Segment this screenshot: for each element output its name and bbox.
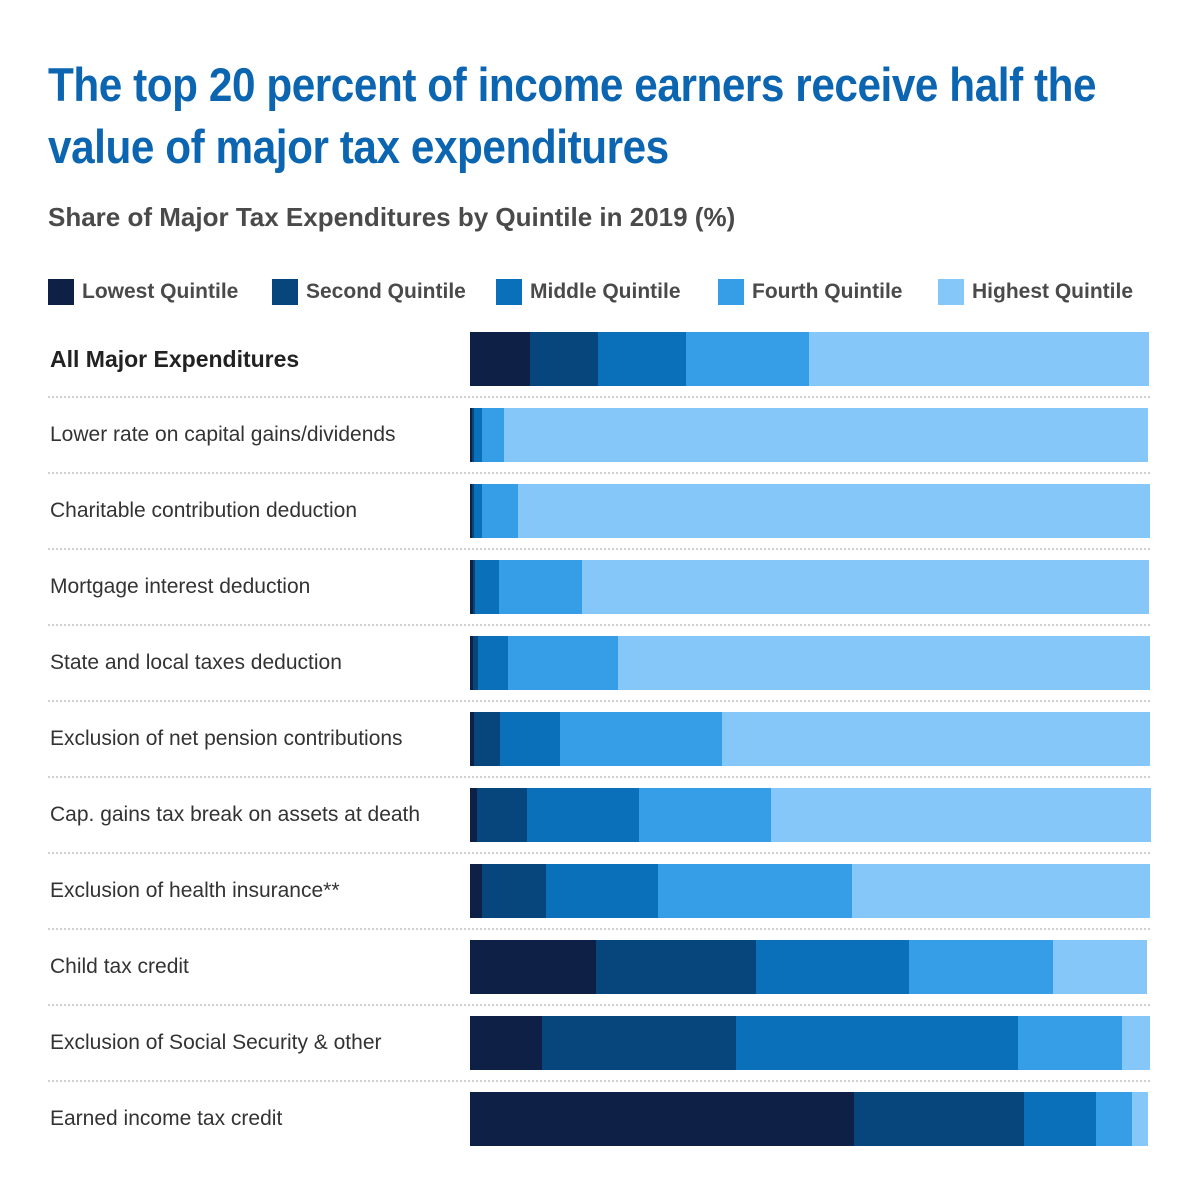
bar-segment — [721, 712, 1150, 766]
bar-segment — [735, 1016, 1019, 1070]
bar-segment — [909, 940, 1054, 994]
bar-segment — [529, 332, 598, 386]
legend-swatch — [272, 279, 298, 305]
bar-segment — [472, 560, 476, 614]
bar-segment — [470, 940, 596, 994]
bar-segment — [1024, 1092, 1097, 1146]
row-divider — [48, 1080, 1150, 1082]
bar-segment — [771, 788, 1152, 842]
bar-segment — [546, 864, 659, 918]
legend-swatch — [496, 279, 522, 305]
legend: Lowest Quintile Second Quintile Middle Qui… — [48, 278, 1158, 306]
bar-segment — [685, 332, 810, 386]
legend-swatch — [938, 279, 964, 305]
row-divider — [48, 700, 1150, 702]
row-label: Child tax credit — [50, 955, 189, 978]
bar-segment — [504, 408, 1148, 462]
bar-segment — [474, 484, 483, 538]
legend-swatch — [48, 279, 74, 305]
bar-segment — [527, 788, 640, 842]
legend-label: Lowest Quintile — [82, 280, 239, 303]
bar-segment — [639, 788, 772, 842]
row-divider — [48, 472, 1150, 474]
bar-segment — [475, 560, 500, 614]
row-divider — [48, 1004, 1150, 1006]
chart-subtitle: Share of Major Tax Expenditures by Quint… — [48, 202, 736, 232]
row-label: State and local taxes deduction — [50, 651, 342, 674]
bar-segment — [470, 484, 473, 538]
row-label: Exclusion of Social Security & other — [50, 1031, 382, 1054]
row-divider — [48, 396, 1150, 398]
bar-segment — [474, 712, 500, 766]
bar-segment — [518, 484, 1150, 538]
bar-segment — [499, 712, 560, 766]
row-label: Cap. gains tax break on assets at death — [50, 803, 421, 826]
legend-item: Middle Quintile — [496, 278, 681, 306]
row-label: Charitable contribution deduction — [50, 499, 358, 522]
bar-segment — [470, 864, 483, 918]
legend-label: Middle Quintile — [530, 280, 681, 303]
legend-label: Highest Quintile — [972, 280, 1134, 303]
legend-item: Second Quintile — [272, 278, 466, 306]
bar-segment — [542, 1016, 736, 1070]
bar-segment — [482, 484, 519, 538]
bar-segment — [470, 1016, 543, 1070]
bar-segment — [470, 1092, 855, 1146]
row-divider — [48, 776, 1150, 778]
bar-segment — [1132, 1092, 1148, 1146]
bar-segment — [595, 940, 756, 994]
bar-segment — [470, 712, 475, 766]
bar-segment — [852, 864, 1150, 918]
row-divider — [48, 548, 1150, 550]
bar-segment — [472, 636, 479, 690]
bar-segment — [476, 788, 528, 842]
row-label: All Major Expenditures — [50, 346, 300, 372]
bar-segment — [755, 940, 910, 994]
legend-item: Fourth Quintile — [718, 278, 902, 306]
row-label: Exclusion of health insurance** — [50, 879, 340, 902]
row-label: Exclusion of net pension contributions — [50, 727, 403, 750]
bar-segment — [470, 560, 473, 614]
row-divider — [48, 852, 1150, 854]
bar-segment — [472, 484, 475, 538]
bar-segment — [597, 332, 686, 386]
bar-segment — [472, 408, 475, 462]
legend-label: Second Quintile — [306, 280, 466, 303]
legend-label: Fourth Quintile — [752, 280, 903, 303]
bar-segment — [1018, 1016, 1123, 1070]
bar-segment — [470, 332, 530, 386]
row-label: Lower rate on capital gains/dividends — [50, 423, 396, 446]
row-divider — [48, 624, 1150, 626]
chart-title: The top 20 percent of income earners rec… — [48, 58, 1097, 173]
bar-segment — [482, 408, 504, 462]
row-divider — [48, 928, 1150, 930]
bar-segment — [470, 408, 473, 462]
bar-segment — [809, 332, 1150, 386]
bar-segment — [508, 636, 619, 690]
bar-segment — [559, 712, 722, 766]
row-label: Earned income tax credit — [50, 1107, 283, 1130]
legend-item: Lowest Quintile — [48, 278, 238, 306]
bar-segment — [1122, 1016, 1150, 1070]
legend-swatch — [718, 279, 744, 305]
bar-segment — [658, 864, 853, 918]
bar-segment — [470, 636, 473, 690]
bar-segment — [1053, 940, 1148, 994]
bar-segment — [618, 636, 1150, 690]
bar-segment — [1096, 1092, 1133, 1146]
bar-segment — [581, 560, 1150, 614]
bar-segment — [482, 864, 547, 918]
bar-segment — [499, 560, 582, 614]
bar-segment — [474, 408, 483, 462]
bar-segment — [854, 1092, 1025, 1146]
legend-item: Highest Quintile — [938, 278, 1133, 306]
row-label: Mortgage interest deduction — [50, 575, 311, 598]
bar-segment — [478, 636, 509, 690]
bar-segment — [470, 788, 477, 842]
